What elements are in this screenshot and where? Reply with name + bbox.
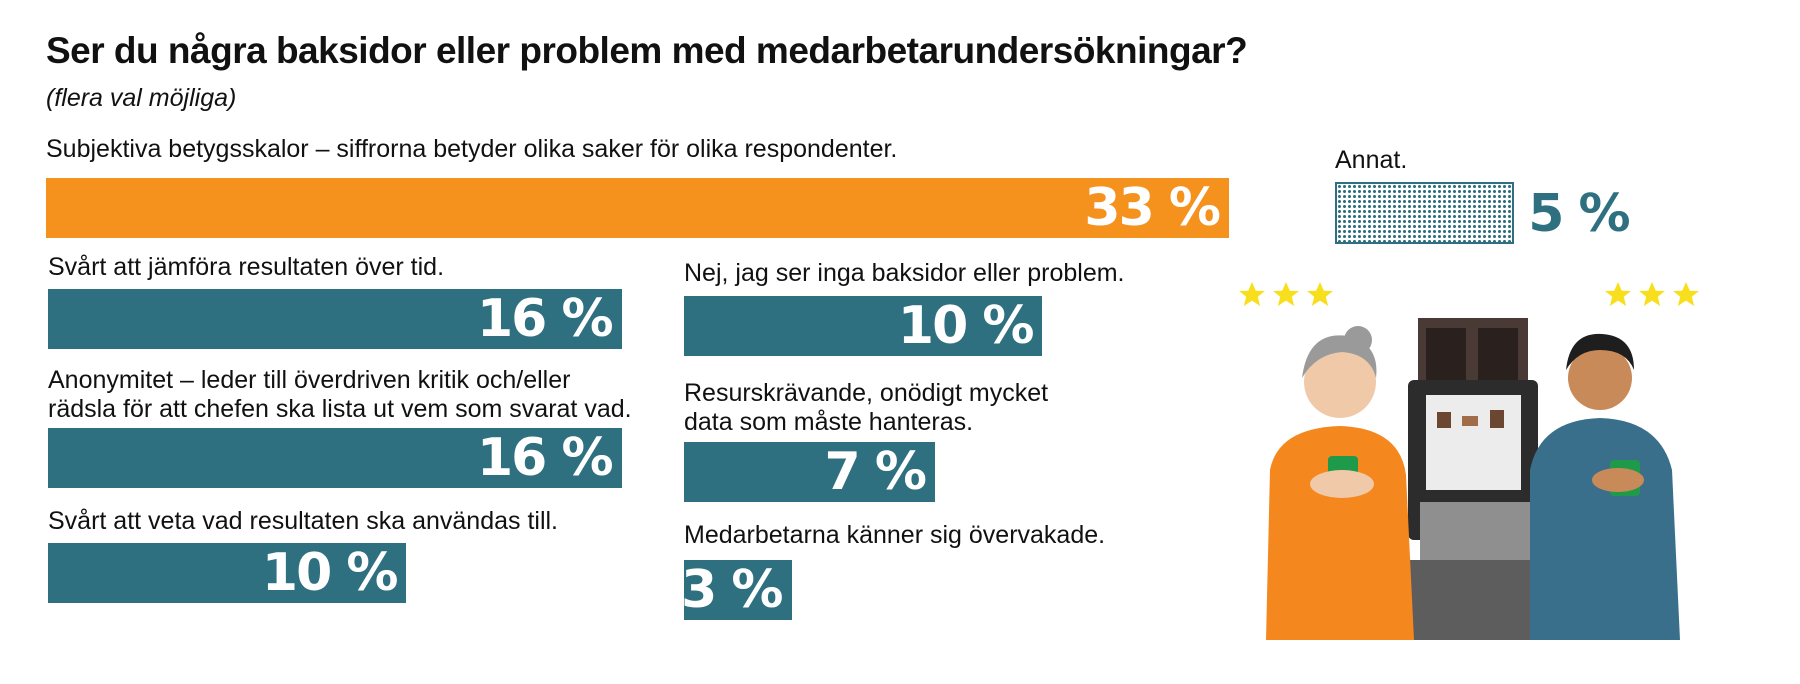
bar: 3 % — [681, 560, 792, 620]
bar-value-label: 10 % — [261, 543, 399, 603]
man-with-cup-icon — [1530, 333, 1680, 640]
bar-value-label: 5 % — [1528, 184, 1630, 244]
coffee-machine-icon — [1400, 318, 1550, 640]
bar-label: Nej, jag ser inga baksidor eller problem… — [684, 259, 1125, 287]
star-icon — [1239, 282, 1333, 306]
bar-label: Resurskrävande, onödigt mycket data som … — [684, 379, 1049, 436]
woman-with-cup-icon — [1266, 326, 1414, 640]
bar-value-label: 16 % — [476, 289, 614, 349]
bar-value-label: 10 % — [897, 296, 1035, 356]
bar-value-label: 7 % — [824, 442, 927, 502]
bar — [1335, 182, 1515, 244]
bar-label: Anonymitet – leder till överdriven kriti… — [48, 366, 632, 423]
bar-label: Svårt att veta vad resultaten ska använd… — [48, 507, 558, 535]
coffee-break-illustration — [1239, 282, 1699, 640]
bar: 7 % — [684, 442, 935, 502]
bar: 10 % — [48, 543, 407, 603]
bar-label: Medarbetarna känner sig övervakade. — [684, 521, 1106, 549]
star-icon — [1605, 282, 1699, 306]
chart-subtitle: (flera val möjliga) — [46, 84, 237, 112]
bar-label: Subjektiva betygsskalor – siffrorna bety… — [46, 135, 898, 163]
bar: 16 % — [48, 289, 622, 349]
chart-title: Ser du några baksidor eller problem med … — [46, 30, 1248, 71]
bar-value-label: 33 % — [1084, 178, 1221, 238]
bar: 33 % — [46, 178, 1229, 238]
bar-value-label: 16 % — [476, 428, 614, 488]
bar-label: Annat. — [1335, 146, 1408, 174]
bar-value-label: 3 % — [681, 560, 783, 620]
bar: 16 % — [48, 428, 622, 488]
bar-label: Svårt att jämföra resultaten över tid. — [48, 253, 445, 281]
bar: 10 % — [684, 296, 1043, 356]
